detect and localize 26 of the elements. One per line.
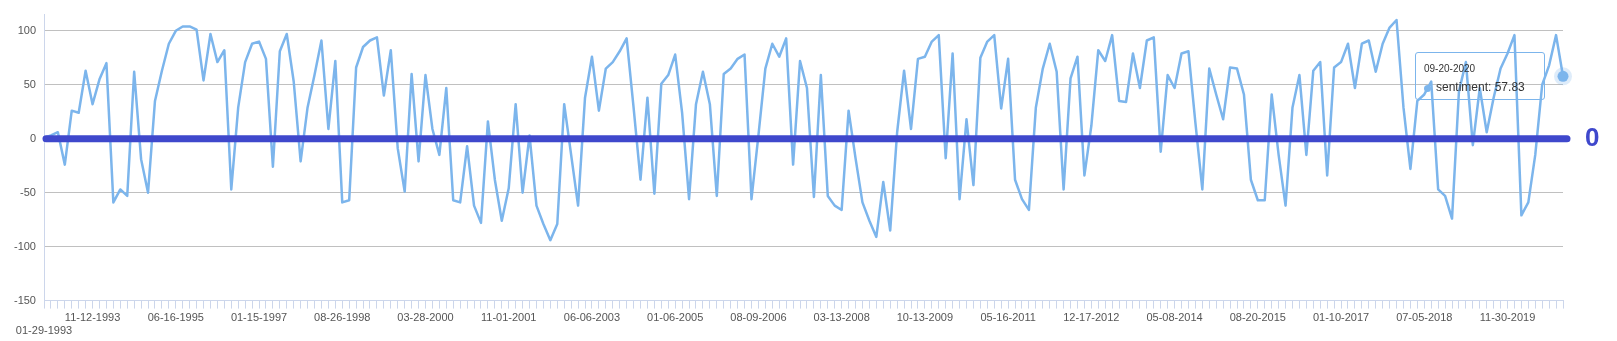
x-tick-label: 03-13-2008 <box>813 311 870 324</box>
x-tick-label: 12-17-2012 <box>1063 311 1120 324</box>
x-tick-label: 01-29-1993 <box>15 324 73 337</box>
x-tick-label: 05-08-2014 <box>1146 311 1203 324</box>
y-tick-label: -150 <box>13 293 36 306</box>
x-tick-label: 11-12-1993 <box>64 311 121 324</box>
x-tick-label: 06-06-2003 <box>563 311 621 324</box>
x-tick-label: 06-16-1995 <box>147 311 204 324</box>
y-tick-label: 100 <box>17 23 36 36</box>
x-tick-label: 08-26-1998 <box>314 311 371 324</box>
x-tick-label: 05-16-2011 <box>980 311 1036 324</box>
x-tick-label: 10-13-2009 <box>896 311 954 324</box>
y-tick-label: -100 <box>13 239 36 252</box>
y-tick-label: 0 <box>29 131 36 144</box>
x-tick-label: 01-15-1997 <box>230 311 288 324</box>
x-tick-label: 01-10-2017 <box>1312 311 1370 324</box>
y-tick-label: -50 <box>20 185 36 198</box>
x-tick-label: 07-05-2018 <box>1396 311 1453 324</box>
y-tick-label: 50 <box>23 77 36 90</box>
x-tick-label: 08-09-2006 <box>730 311 787 324</box>
x-tick-label: 11-01-2001 <box>480 311 537 324</box>
x-tick-label: 08-20-2015 <box>1229 311 1286 324</box>
x-tick-label: 11-30-2019 <box>1479 311 1536 324</box>
x-tick-label: 01-06-2005 <box>647 311 704 324</box>
x-tick-label: 03-28-2000 <box>397 311 454 324</box>
ref-line-label: 0 <box>1585 121 1600 152</box>
